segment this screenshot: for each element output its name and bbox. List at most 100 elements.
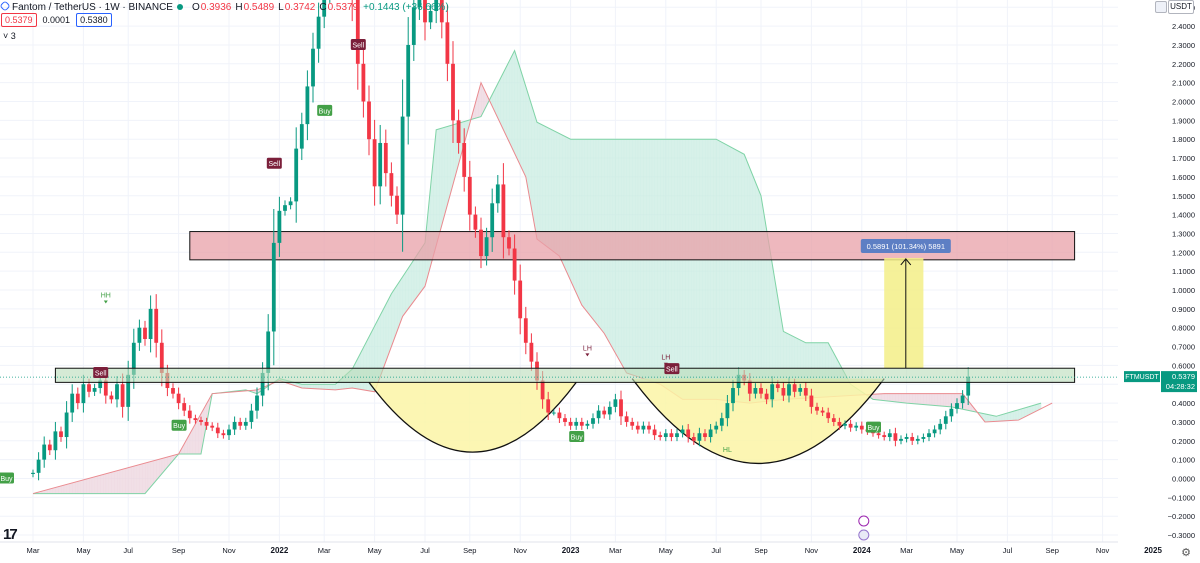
cloud-segment xyxy=(559,133,563,263)
currency-button[interactable]: USDT xyxy=(1168,0,1194,14)
cloud-segment xyxy=(72,482,76,494)
price-tick-label: −0.3000 xyxy=(1168,531,1195,540)
cloud-segment xyxy=(117,469,121,494)
cloud-segment xyxy=(408,264,412,309)
buy-price-button[interactable]: 0.5380 xyxy=(76,13,112,27)
cloud-segment xyxy=(517,59,521,166)
signal-bg xyxy=(171,419,187,431)
candle xyxy=(137,319,142,351)
candle-body xyxy=(529,342,534,362)
candle-body xyxy=(759,388,763,394)
buy-signal: Buy xyxy=(317,104,333,116)
candle xyxy=(316,2,321,63)
candle-body xyxy=(943,416,948,424)
cloud-segment xyxy=(716,139,720,400)
candle xyxy=(143,320,147,346)
candle-body xyxy=(820,410,825,413)
cloud-segment xyxy=(411,259,415,306)
support-zone xyxy=(54,367,1076,383)
candle-body xyxy=(406,44,411,117)
candle-body xyxy=(361,63,366,102)
candle-body xyxy=(960,395,965,404)
cloud-segment xyxy=(100,474,104,494)
price-tick-label: 1.4000 xyxy=(1172,211,1195,220)
candle xyxy=(669,429,674,442)
open-label: O xyxy=(191,1,200,13)
candle-body xyxy=(439,0,444,23)
tradingview-logo-icon[interactable]: 17 xyxy=(3,526,18,543)
candle-body xyxy=(798,388,803,392)
sell-signal: Sell xyxy=(664,363,680,375)
cloud-segment xyxy=(749,168,753,404)
candle xyxy=(635,421,640,434)
cloud-segment xyxy=(313,384,317,389)
candle-body xyxy=(215,427,220,434)
candle xyxy=(59,426,63,442)
pivot-marker xyxy=(663,362,668,366)
cloud-segment xyxy=(203,403,207,439)
cloud-segment xyxy=(741,152,745,403)
candle xyxy=(467,160,472,231)
cloud-segment xyxy=(307,384,311,389)
candle-body xyxy=(98,380,103,389)
candle-body xyxy=(619,399,623,417)
cloud-segment xyxy=(105,473,109,494)
cloud-segment xyxy=(332,384,336,390)
screenshot-icon[interactable] xyxy=(1155,1,1167,13)
cloud-segment xyxy=(108,472,112,494)
symbol-link-icon[interactable] xyxy=(0,0,11,12)
sell-price-button[interactable]: 0.5379 xyxy=(1,13,37,27)
candle xyxy=(932,425,937,438)
cloud-segment xyxy=(394,285,398,340)
candle xyxy=(456,109,461,154)
time-tick-label: 2022 xyxy=(271,546,289,555)
candle xyxy=(445,4,450,82)
candle xyxy=(484,227,489,266)
price-tick-label: 1.8000 xyxy=(1172,135,1195,144)
spread-value: 0.0001 xyxy=(42,15,71,25)
cloud-segment xyxy=(192,423,196,454)
cloud-segment xyxy=(875,393,879,400)
candle xyxy=(255,387,259,419)
cloud-segment xyxy=(1024,407,1028,418)
candle xyxy=(294,127,299,223)
event-icons xyxy=(858,515,870,541)
cloud-segment xyxy=(693,139,697,400)
candle xyxy=(719,412,724,432)
candle xyxy=(215,422,220,439)
price-tick-label: 0.7000 xyxy=(1172,343,1195,352)
candle-body xyxy=(232,421,237,430)
cloud-segment xyxy=(943,393,947,407)
cloud-segment xyxy=(58,485,62,494)
cloud-segment xyxy=(917,393,921,405)
cloud-segment xyxy=(453,124,457,185)
pair-title[interactable]: Fantom / TetherUS · 1W · BINANCE xyxy=(12,1,173,13)
candle xyxy=(893,427,898,447)
cloud-segment xyxy=(439,128,443,236)
signal-text: Sell xyxy=(95,370,107,377)
candle-body xyxy=(484,237,489,257)
candle-body xyxy=(131,342,136,375)
candle xyxy=(283,200,287,216)
candle-body xyxy=(652,429,657,436)
candle xyxy=(641,421,646,434)
indicators-toggle[interactable]: ˅ 3 xyxy=(3,31,16,41)
settings-gear-icon[interactable]: ⚙ xyxy=(1181,547,1191,559)
cloud-segment xyxy=(464,120,468,144)
cloud-segment xyxy=(66,483,70,494)
candle xyxy=(607,401,612,420)
cloud-segment xyxy=(1035,403,1039,412)
candle-body xyxy=(249,410,254,422)
cloud-segment xyxy=(1027,406,1031,416)
candle-body xyxy=(731,388,735,404)
price-tick-label: 1.1000 xyxy=(1172,267,1195,276)
candle xyxy=(423,0,427,41)
candle xyxy=(753,383,758,399)
cloud-segment xyxy=(318,384,322,390)
cloud-segment xyxy=(133,465,137,494)
cloud-segment xyxy=(887,393,891,402)
price-tick-label: 2.0000 xyxy=(1172,98,1195,107)
candle xyxy=(355,0,360,90)
candle-body xyxy=(467,176,472,215)
